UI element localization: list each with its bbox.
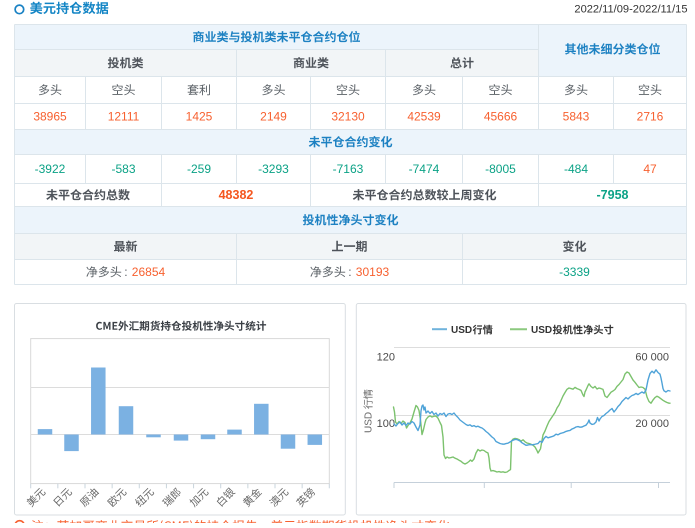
svg-text:20 000: 20 000 xyxy=(635,418,669,430)
svg-text:1425: 1425 xyxy=(186,110,213,124)
svg-text:30193: 30193 xyxy=(356,265,390,279)
svg-text:120: 120 xyxy=(377,352,395,364)
svg-text:-3293: -3293 xyxy=(258,162,289,176)
svg-text:-583: -583 xyxy=(111,162,135,176)
svg-text:-7163: -7163 xyxy=(333,162,364,176)
svg-text:47: 47 xyxy=(643,162,657,176)
svg-text:-259: -259 xyxy=(187,162,211,176)
svg-text:2716: 2716 xyxy=(637,110,664,124)
svg-text:100: 100 xyxy=(377,418,395,430)
svg-text:-3922: -3922 xyxy=(35,162,66,176)
svg-text:-8005: -8005 xyxy=(485,162,516,176)
svg-text:USD: USD xyxy=(531,325,552,336)
svg-text:32130: 32130 xyxy=(331,110,365,124)
svg-text:5843: 5843 xyxy=(563,110,590,124)
svg-text:38965: 38965 xyxy=(33,110,67,124)
svg-text:USD: USD xyxy=(364,412,375,433)
svg-text:-484: -484 xyxy=(564,162,588,176)
svg-text:48382: 48382 xyxy=(219,188,254,202)
svg-text:45666: 45666 xyxy=(484,110,518,124)
svg-text:42539: 42539 xyxy=(407,110,441,124)
svg-text:-3339: -3339 xyxy=(559,265,590,279)
svg-text::: : xyxy=(348,265,351,279)
svg-text:12111: 12111 xyxy=(108,110,140,124)
svg-text:2149: 2149 xyxy=(260,110,287,124)
svg-text:60 000: 60 000 xyxy=(635,351,669,363)
svg-text:2022/11/09-2022/11/15: 2022/11/09-2022/11/15 xyxy=(574,4,687,16)
svg-text:USD: USD xyxy=(451,325,472,336)
svg-text:-7474: -7474 xyxy=(409,162,440,176)
svg-text:-7958: -7958 xyxy=(597,188,629,202)
svg-text:26854: 26854 xyxy=(132,265,166,279)
svg-text::: : xyxy=(124,265,127,279)
